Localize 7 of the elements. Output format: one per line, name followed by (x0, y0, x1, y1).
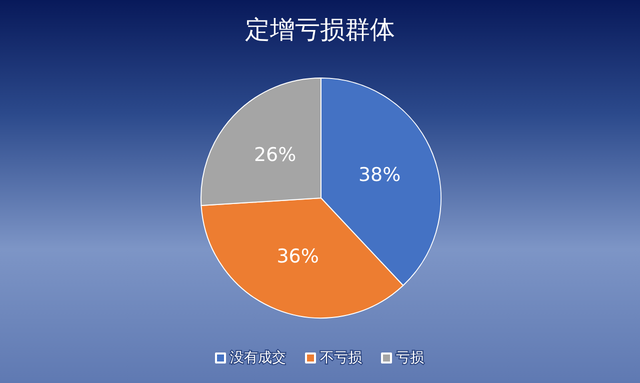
data-label: 26% (254, 144, 296, 166)
legend-label: 不亏损 (320, 350, 362, 366)
legend-label: 亏损 (396, 350, 424, 366)
chart-title: 定增亏损群体 (245, 15, 395, 44)
data-label: 38% (358, 164, 401, 186)
legend-label: 没有成交 (230, 350, 286, 366)
data-label: 36% (276, 246, 319, 268)
